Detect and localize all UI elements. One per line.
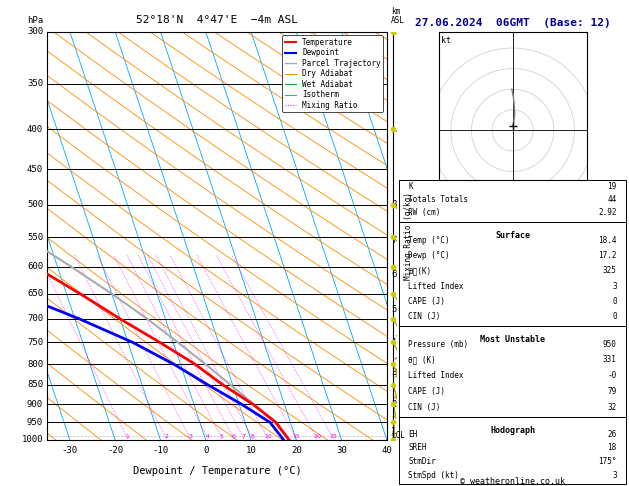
Text: CIN (J): CIN (J) bbox=[408, 403, 441, 412]
Text: 550: 550 bbox=[27, 233, 43, 242]
Text: 17.2: 17.2 bbox=[598, 251, 617, 260]
Text: 175°: 175° bbox=[598, 457, 617, 466]
Text: © weatheronline.co.uk: © weatheronline.co.uk bbox=[460, 477, 565, 486]
Text: Temp (°C): Temp (°C) bbox=[408, 236, 450, 245]
Text: 700: 700 bbox=[27, 314, 43, 323]
Text: Totals Totals: Totals Totals bbox=[408, 195, 469, 204]
Text: 1000: 1000 bbox=[21, 435, 43, 444]
Text: 30: 30 bbox=[336, 446, 347, 455]
Text: θᴇ (K): θᴇ (K) bbox=[408, 355, 437, 364]
Text: 10: 10 bbox=[264, 434, 272, 439]
Text: 27.06.2024  06GMT  (Base: 12): 27.06.2024 06GMT (Base: 12) bbox=[415, 17, 611, 28]
Text: 6: 6 bbox=[231, 434, 236, 439]
Text: Mixing Ratio (g/kg): Mixing Ratio (g/kg) bbox=[404, 192, 413, 279]
Text: -10: -10 bbox=[152, 446, 169, 455]
Text: LCL: LCL bbox=[391, 431, 405, 440]
Text: 850: 850 bbox=[27, 380, 43, 389]
Bar bbox=[399, 222, 626, 326]
Text: 4: 4 bbox=[206, 434, 210, 439]
Text: km
ASL: km ASL bbox=[391, 7, 405, 25]
Text: Dewpoint / Temperature (°C): Dewpoint / Temperature (°C) bbox=[133, 467, 301, 476]
Text: kt: kt bbox=[442, 36, 452, 45]
Text: 20: 20 bbox=[291, 446, 302, 455]
Text: 0: 0 bbox=[612, 297, 617, 306]
Text: -30: -30 bbox=[62, 446, 78, 455]
Text: 3: 3 bbox=[188, 434, 192, 439]
Text: 2.92: 2.92 bbox=[598, 208, 617, 217]
Text: Pressure (mb): Pressure (mb) bbox=[408, 340, 469, 348]
Text: K: K bbox=[408, 182, 413, 191]
Text: 2: 2 bbox=[391, 399, 396, 409]
Text: Most Unstable: Most Unstable bbox=[480, 335, 545, 344]
Text: CIN (J): CIN (J) bbox=[408, 312, 441, 321]
Text: 0: 0 bbox=[612, 312, 617, 321]
Text: 950: 950 bbox=[27, 418, 43, 427]
Text: 2: 2 bbox=[164, 434, 168, 439]
Text: 7: 7 bbox=[391, 236, 396, 244]
Text: 650: 650 bbox=[27, 289, 43, 298]
Text: 18: 18 bbox=[608, 443, 617, 452]
Text: CAPE (J): CAPE (J) bbox=[408, 387, 445, 396]
Text: PW (cm): PW (cm) bbox=[408, 208, 441, 217]
Text: 500: 500 bbox=[27, 200, 43, 209]
Text: 52°18'N  4°47'E  −4m ASL: 52°18'N 4°47'E −4m ASL bbox=[136, 16, 298, 25]
Text: 0: 0 bbox=[203, 446, 208, 455]
Text: -0: -0 bbox=[608, 371, 617, 380]
Text: 7: 7 bbox=[242, 434, 246, 439]
Text: Lifted Index: Lifted Index bbox=[408, 371, 464, 380]
Text: 450: 450 bbox=[27, 165, 43, 174]
Text: 8: 8 bbox=[251, 434, 255, 439]
Text: 3: 3 bbox=[391, 368, 396, 377]
Text: Lifted Index: Lifted Index bbox=[408, 281, 464, 291]
Text: 350: 350 bbox=[27, 79, 43, 88]
Text: 8: 8 bbox=[391, 200, 396, 209]
Text: 5: 5 bbox=[391, 305, 396, 313]
Text: 1: 1 bbox=[391, 427, 396, 436]
Text: 25: 25 bbox=[330, 434, 337, 439]
Text: 600: 600 bbox=[27, 262, 43, 271]
Text: 26: 26 bbox=[608, 430, 617, 439]
Text: 1: 1 bbox=[126, 434, 130, 439]
Text: 4: 4 bbox=[391, 338, 396, 347]
Text: CAPE (J): CAPE (J) bbox=[408, 297, 445, 306]
Text: 6: 6 bbox=[391, 271, 396, 279]
Text: 79: 79 bbox=[608, 387, 617, 396]
Text: 331: 331 bbox=[603, 355, 617, 364]
Text: 3: 3 bbox=[612, 281, 617, 291]
Text: EH: EH bbox=[408, 430, 418, 439]
Text: Hodograph: Hodograph bbox=[490, 426, 535, 435]
Text: 32: 32 bbox=[608, 403, 617, 412]
Legend: Temperature, Dewpoint, Parcel Trajectory, Dry Adiabat, Wet Adiabat, Isotherm, Mi: Temperature, Dewpoint, Parcel Trajectory… bbox=[282, 35, 383, 112]
Text: 5: 5 bbox=[220, 434, 224, 439]
Text: 900: 900 bbox=[27, 399, 43, 409]
Text: 19: 19 bbox=[608, 182, 617, 191]
Text: 400: 400 bbox=[27, 124, 43, 134]
Text: 300: 300 bbox=[27, 27, 43, 36]
Text: 20: 20 bbox=[313, 434, 321, 439]
Text: 750: 750 bbox=[27, 338, 43, 347]
Text: 10: 10 bbox=[245, 446, 257, 455]
Text: 325: 325 bbox=[603, 266, 617, 276]
Text: 40: 40 bbox=[381, 446, 392, 455]
Text: SREH: SREH bbox=[408, 443, 427, 452]
Text: 800: 800 bbox=[27, 360, 43, 369]
Text: 44: 44 bbox=[608, 195, 617, 204]
Text: StmDir: StmDir bbox=[408, 457, 437, 466]
Bar bbox=[399, 417, 626, 484]
Text: 18.4: 18.4 bbox=[598, 236, 617, 245]
Text: -20: -20 bbox=[107, 446, 123, 455]
Text: Surface: Surface bbox=[495, 231, 530, 241]
Bar bbox=[399, 180, 626, 223]
Text: 15: 15 bbox=[292, 434, 300, 439]
Text: 950: 950 bbox=[603, 340, 617, 348]
Text: 3: 3 bbox=[612, 471, 617, 480]
Text: hPa: hPa bbox=[27, 17, 43, 25]
Text: θᴇ(K): θᴇ(K) bbox=[408, 266, 431, 276]
Text: Dewp (°C): Dewp (°C) bbox=[408, 251, 450, 260]
Text: StmSpd (kt): StmSpd (kt) bbox=[408, 471, 459, 480]
Bar bbox=[399, 326, 626, 417]
